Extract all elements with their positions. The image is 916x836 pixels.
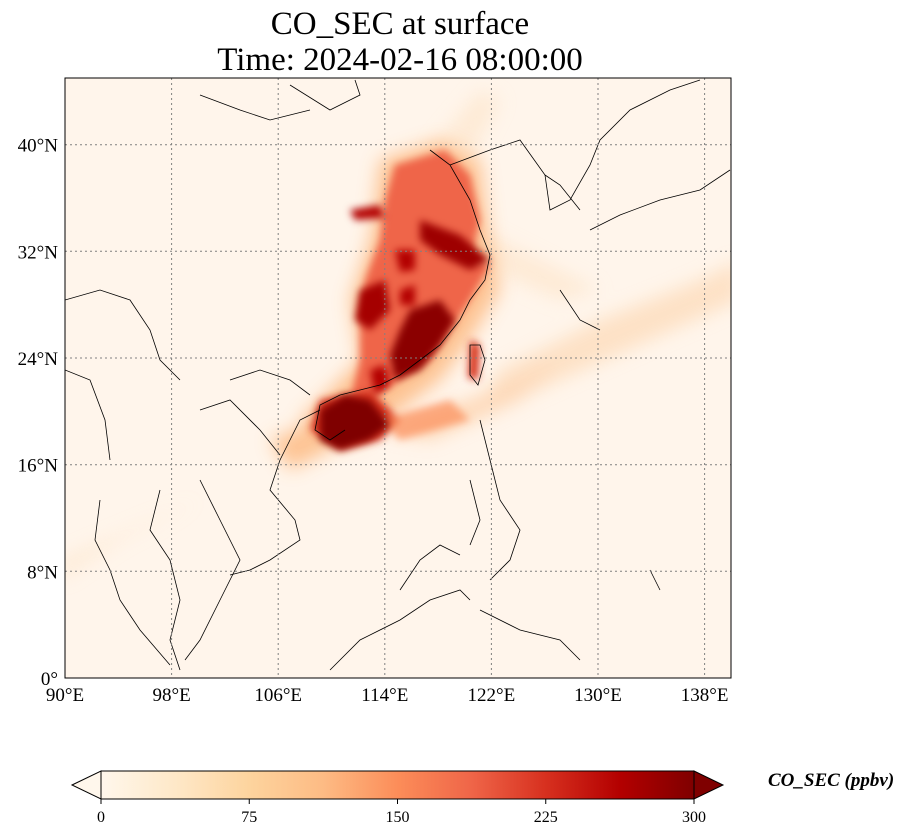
lon-tick-label: 114°E — [361, 685, 408, 706]
lat-tick-labels: 0° 8°N 16°N 24°N 32°N 40°N — [18, 136, 59, 690]
lon-tick-label: 90°E — [46, 685, 84, 706]
lon-tick-label: 138°E — [681, 685, 729, 706]
colorbar-tick-label: 300 — [682, 809, 706, 826]
colorbar-extend-min — [70, 770, 102, 800]
colorbar-tick-label: 225 — [534, 809, 558, 826]
lat-tick-label: 8°N — [27, 562, 58, 583]
colorbar-tick-label: 75 — [241, 809, 257, 826]
map-title: CO_SEC at surface — [270, 6, 530, 42]
lat-tick-label: 32°N — [18, 242, 59, 263]
map-frame — [64, 77, 732, 679]
lon-tick-label: 98°E — [152, 685, 190, 706]
lon-tick-labels: 90°E 98°E 106°E 114°E 122°E 130°E 138°E — [46, 685, 729, 706]
coastlines — [65, 79, 731, 671]
colorbar-title: CO_SEC (ppbv) — [768, 770, 895, 791]
colorbar-extend-max — [693, 770, 725, 800]
lon-tick-label: 106°E — [254, 685, 302, 706]
lat-tick-label: 16°N — [18, 456, 59, 477]
lat-tick-label: 40°N — [18, 136, 59, 157]
co-sec-field — [65, 78, 731, 678]
colorbar: 0 75 150 225 300 — [70, 770, 725, 826]
lat-tick-label: 0° — [41, 669, 58, 690]
map-subtitle-time: Time: 2024-02-16 08:00:00 — [217, 42, 583, 78]
lon-tick-label: 122°E — [468, 685, 516, 706]
colorbar-gradient — [100, 770, 695, 800]
gridlines — [65, 78, 731, 678]
colorbar-tick-label: 0 — [97, 809, 105, 826]
lon-tick-label: 130°E — [574, 685, 622, 706]
lat-tick-label: 24°N — [18, 349, 59, 370]
colorbar-tick-label: 150 — [386, 809, 410, 826]
